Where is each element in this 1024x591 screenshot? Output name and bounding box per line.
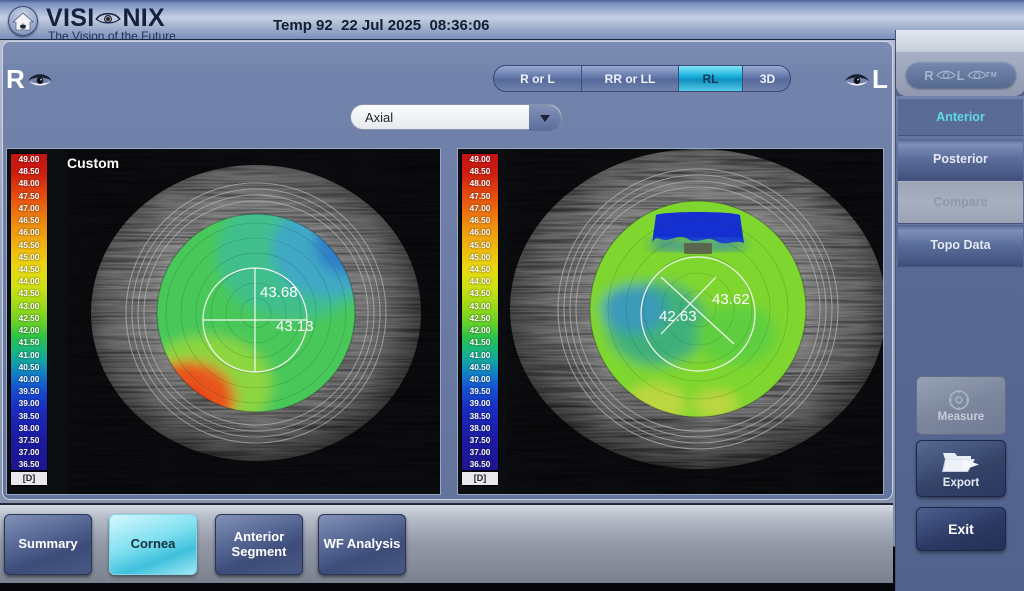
svg-text:42.63: 42.63 — [659, 308, 697, 325]
svg-text:43.62: 43.62 — [712, 291, 750, 308]
svg-text:43.13: 43.13 — [276, 318, 314, 335]
svg-text:43.68: 43.68 — [260, 284, 298, 301]
